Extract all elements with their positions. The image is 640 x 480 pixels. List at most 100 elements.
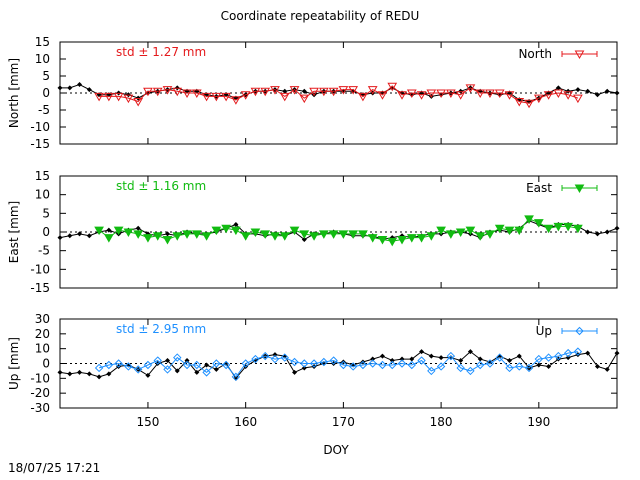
up-reference-point — [438, 355, 444, 361]
up-series-point — [505, 363, 514, 373]
up-series-point — [280, 353, 289, 362]
up-series-point — [339, 360, 348, 370]
north-series-point — [94, 92, 104, 102]
up-reference-point — [536, 362, 542, 368]
east-series-point — [367, 234, 378, 243]
east-series-point — [309, 232, 319, 241]
up-series-point — [407, 360, 416, 370]
up-reference-point — [77, 369, 83, 375]
east-series-point — [475, 232, 486, 241]
up-reference-point — [546, 363, 552, 369]
east-series-point — [250, 228, 261, 238]
east-series-point — [455, 228, 466, 238]
north-series-point — [475, 89, 486, 99]
north-series-point — [358, 92, 368, 102]
east-series-point — [231, 226, 241, 236]
east-series-point — [524, 215, 534, 224]
north-series-point — [152, 87, 163, 97]
north-series-point — [377, 91, 388, 100]
north-series-point — [211, 92, 222, 102]
east-series-point — [289, 226, 300, 236]
north-series-point — [543, 91, 554, 100]
up-series-point — [221, 360, 231, 370]
north-ytick-label: 10 — [35, 52, 50, 66]
east-series-point — [240, 232, 251, 241]
east-reference-point — [106, 227, 112, 233]
up-series-point — [231, 372, 241, 382]
east-ytick-label: 15 — [35, 169, 50, 183]
up-ytick-label: 10 — [35, 342, 50, 356]
up-reference-point — [204, 362, 210, 368]
up-reference-point — [516, 353, 522, 359]
east-series-point — [387, 237, 398, 247]
east-series-point — [446, 230, 456, 239]
up-reference-point — [594, 363, 600, 369]
east-series-point — [123, 228, 134, 238]
up-series-point — [495, 353, 504, 362]
up-series-point — [436, 362, 446, 371]
east-ytick-label: 0 — [42, 225, 50, 239]
north-series-point — [270, 86, 280, 95]
up-reference-point — [96, 374, 102, 380]
north-ytick-label: 5 — [42, 69, 50, 83]
up-series-point — [173, 353, 182, 362]
up-series-point — [573, 347, 583, 356]
up-series-point — [202, 368, 211, 377]
up-series-point — [290, 357, 299, 367]
east-reference-point — [301, 236, 307, 242]
up-series-point — [378, 360, 387, 370]
east-reference-point — [604, 229, 610, 235]
up-series-point — [417, 356, 426, 365]
east-reference-point — [57, 235, 63, 241]
north-series-point — [318, 87, 329, 97]
up-series-point — [163, 365, 172, 374]
north-series-point — [338, 86, 349, 95]
north-series-point — [172, 87, 183, 97]
east-series-point — [553, 222, 564, 232]
east-series-point — [358, 230, 368, 239]
east-series-point — [191, 230, 202, 239]
up-reference-point — [67, 371, 73, 377]
east-series-point — [573, 224, 583, 234]
north-ytick-label: -10 — [30, 120, 50, 134]
north-series-point — [533, 94, 544, 104]
north-reference-point — [575, 87, 581, 93]
east-std-annotation: std ± 1.16 mm — [116, 179, 206, 193]
north-series-point — [406, 89, 417, 99]
up-ytick-label: -30 — [30, 401, 50, 415]
x-axis-label: DOY — [323, 443, 349, 457]
x-tick-label: 160 — [234, 415, 257, 429]
east-reference-point — [614, 225, 620, 231]
north-ytick-label: -5 — [38, 103, 50, 117]
east-ytick-label: -5 — [38, 244, 50, 258]
north-series-point — [309, 87, 319, 97]
north-series-point — [426, 89, 437, 99]
north-reference-point — [282, 88, 288, 94]
up-ytick-label: 30 — [35, 312, 50, 326]
east-series-point — [182, 230, 192, 239]
east-series-point — [270, 232, 280, 241]
up-ytick-label: 20 — [35, 327, 50, 341]
north-reference-point — [301, 88, 307, 94]
north-reference-point — [614, 90, 620, 96]
north-series-point — [191, 89, 202, 99]
north-series-point — [328, 87, 339, 97]
north-series-point — [221, 92, 231, 102]
up-series-point — [114, 359, 123, 368]
up-reference-point — [57, 369, 63, 375]
north-series-point — [260, 87, 271, 97]
up-ytick-label: 0 — [42, 357, 50, 371]
up-series-point — [143, 360, 153, 370]
east-series-point — [211, 226, 222, 236]
up-series-point — [397, 359, 407, 368]
up-reference-point — [379, 353, 385, 359]
up-series-point — [104, 360, 114, 370]
up-series-point — [241, 359, 250, 368]
up-reference-point — [585, 350, 591, 356]
north-series-point — [250, 87, 261, 97]
up-series-point — [466, 366, 475, 376]
east-reference-point — [594, 231, 600, 237]
east-series-point — [465, 226, 476, 236]
east-series-point — [221, 224, 231, 234]
up-series-point — [329, 356, 338, 365]
